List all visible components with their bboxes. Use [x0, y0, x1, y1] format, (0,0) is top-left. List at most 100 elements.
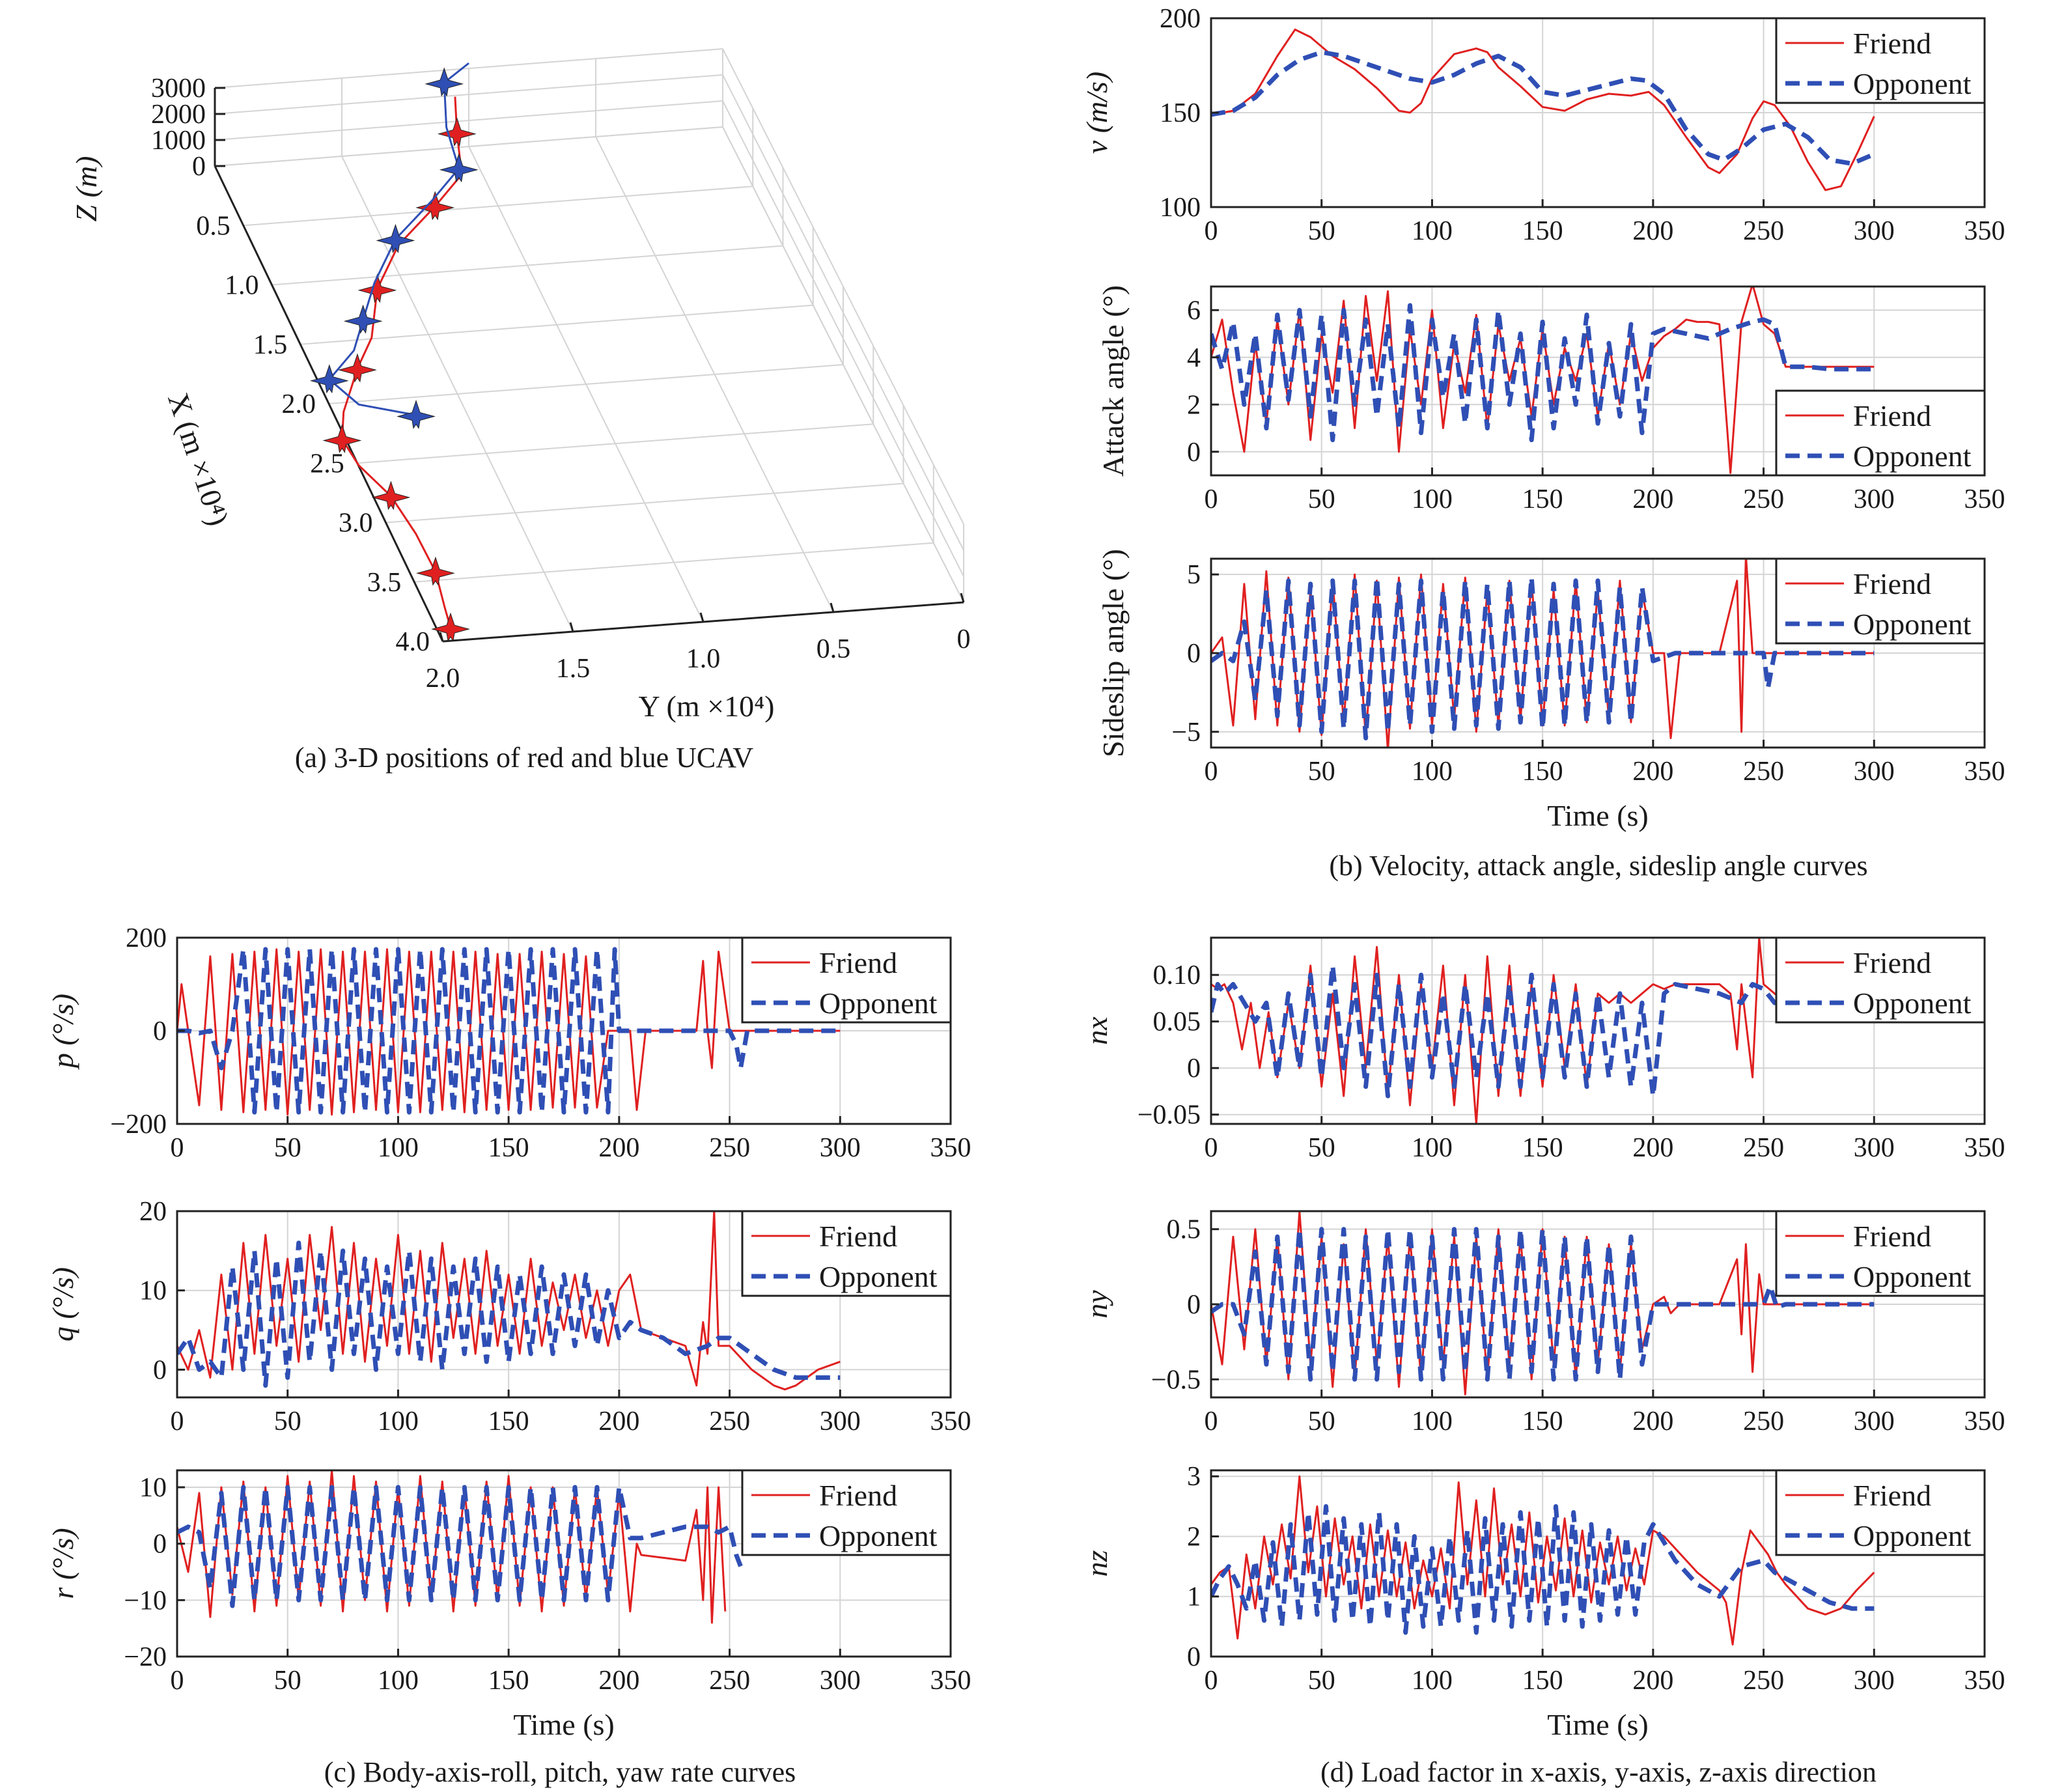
x-tick-label: 250 [1743, 216, 1784, 246]
x-tick-label: 3.0 [339, 509, 373, 539]
series-opponent-line [1211, 575, 1875, 740]
blue-ucav-marker [376, 223, 415, 253]
legend-opponent-label: Opponent [1853, 440, 1972, 473]
x-tick-label: 250 [1743, 1666, 1784, 1696]
x-axis-label: X (m ×10⁴) [161, 389, 236, 529]
x-tick-label: 50 [1308, 484, 1335, 514]
legend-friend-label: Friend [819, 946, 897, 979]
y-tick-label: −20 [124, 1642, 167, 1672]
legend-opponent-label: Opponent [1853, 1260, 1972, 1293]
red-ucav-track [341, 96, 463, 628]
y-tick-label: −0.5 [1151, 1365, 1201, 1395]
x-tick-label: 350 [1964, 484, 2005, 514]
blue-ucav-marker [343, 304, 383, 334]
floor-grid-line [468, 146, 704, 623]
y-tick-label: 0 [153, 1016, 167, 1046]
z-tick-label: 2000 [151, 100, 206, 130]
x-tick-label: 250 [1743, 1133, 1784, 1163]
panel-load-factor-y: 0 50 100 150 200 250 300 350−0.500.5nyFriendOpp… [1080, 1210, 2005, 1436]
x-tick-label: 2.5 [310, 449, 344, 479]
y-axis-label: r (°/s) [46, 1528, 79, 1599]
y-tick-label: 5 [1187, 560, 1201, 590]
red-ucav-marker [322, 423, 362, 453]
x-tick-label: 0 [1205, 1133, 1218, 1163]
aircraft-shape [337, 353, 377, 383]
y-tick-label: −5 [1171, 718, 1201, 748]
x-tick-label: 300 [1854, 216, 1895, 246]
x-tick-label: 0 [171, 1407, 184, 1436]
legend-box [1775, 936, 1986, 1024]
y-axis-label: Attack angle (°) [1096, 285, 1130, 477]
series-opponent-line [1211, 303, 1875, 443]
x-tick-label: 0 [1205, 484, 1218, 514]
legend-box [1775, 1210, 1986, 1297]
y-tick-label: 20 [139, 1197, 167, 1227]
legend-friend-label: Friend [1853, 399, 1931, 432]
y-tick [569, 622, 574, 632]
caption-c: (c) Body-axis-roll, pitch, yaw rate curv… [324, 1756, 796, 1788]
y-tick-label: 200 [126, 923, 167, 953]
panel-yaw-rate: 0 50 100 150 200 250 300 350 −20 −10 0 10 Time (s) r … [46, 1469, 971, 1741]
x-tick-label: 100 [1412, 1407, 1453, 1436]
panel-velocity: 0 50 100 150 200 250 300 350 100 150 200 v (m/s) Fri… [1080, 4, 2005, 246]
y-tick-label: 0.10 [1153, 960, 1201, 990]
x-tick-label: 100 [378, 1407, 419, 1436]
y-tick-label: 1.5 [556, 654, 591, 684]
y-tick-label: 0 [1187, 639, 1201, 669]
x-axis-label: Time (s) [1547, 1708, 1649, 1741]
series-opponent-line [177, 947, 841, 1115]
aircraft-shape [415, 556, 455, 586]
y-tick-label: 0 [153, 1355, 167, 1385]
x-axis-label: Time (s) [1547, 799, 1649, 832]
legend-friend-label: Friend [819, 1220, 897, 1253]
y-tick-label: 2.0 [426, 664, 460, 693]
z-tick-label: 3000 [151, 74, 206, 104]
aircraft-shape [371, 481, 411, 511]
blue-ucav-marker [425, 67, 464, 97]
y-tick-label: 0 [1187, 438, 1201, 468]
x-tick-label: 50 [1308, 1407, 1335, 1436]
aircraft-shape [322, 423, 362, 453]
y-tick-label: 0.5 [816, 634, 851, 664]
x-tick-label: 150 [488, 1133, 529, 1163]
aircraft-shape [415, 191, 455, 221]
x-tick-label: 300 [820, 1407, 861, 1436]
legend-box [1775, 389, 1986, 477]
legend-opponent-label: Opponent [1853, 1519, 1972, 1552]
axes-frame [176, 1469, 952, 1658]
x-tick-label: 200 [1632, 1666, 1673, 1696]
x-tick-label: 150 [488, 1407, 529, 1436]
x-tick-label: 250 [1743, 484, 1784, 514]
blue-ucav-marker [309, 364, 349, 394]
panel-attack-angle: 0 50 100 150 200 250 300 350 0 2 4 6 Attack angle (°… [1096, 285, 2005, 514]
x-tick-label: 250 [709, 1407, 750, 1436]
x-tick-label: 300 [820, 1666, 861, 1696]
y-tick-label: 0 [1187, 1054, 1201, 1084]
y-axis-label: ny [1080, 1290, 1113, 1319]
y-tick-label: 0 [1187, 1642, 1201, 1672]
red-ucav-marker [431, 612, 470, 642]
x-tick-label: 300 [1854, 1666, 1895, 1696]
panel-pitch-rate: 0 50 100 150 200 250 300 350 0 10 20 q (°/s) Friend O… [46, 1197, 971, 1436]
y-axis-label: Y (m ×10⁴) [639, 690, 775, 723]
red-ucav-marker [337, 353, 377, 383]
x-tick-label: 150 [488, 1666, 529, 1696]
x-tick-label: 250 [709, 1133, 750, 1163]
red-ucav-marker [415, 191, 455, 221]
aircraft-shape [431, 612, 470, 642]
x-tick-label: 3.5 [367, 568, 402, 598]
y-tick-label: 200 [1160, 4, 1201, 34]
series-opponent-line [177, 1240, 841, 1388]
x-tick-label: 1.5 [253, 330, 288, 360]
red-ucav-marker [371, 481, 411, 511]
floor-grid-line [341, 156, 574, 632]
x-tick-label: 0 [171, 1666, 184, 1696]
aircraft-shape [343, 304, 383, 334]
panel-load-factor-x: 0 50 100 150 200 250 300 350−0.0500.050.10nxFri… [1080, 936, 2005, 1163]
y-tick-label: 6 [1187, 296, 1201, 326]
x-tick-label: 300 [1854, 484, 1895, 514]
legend-box [1775, 557, 1986, 645]
x-tick-label: 150 [1522, 216, 1563, 246]
